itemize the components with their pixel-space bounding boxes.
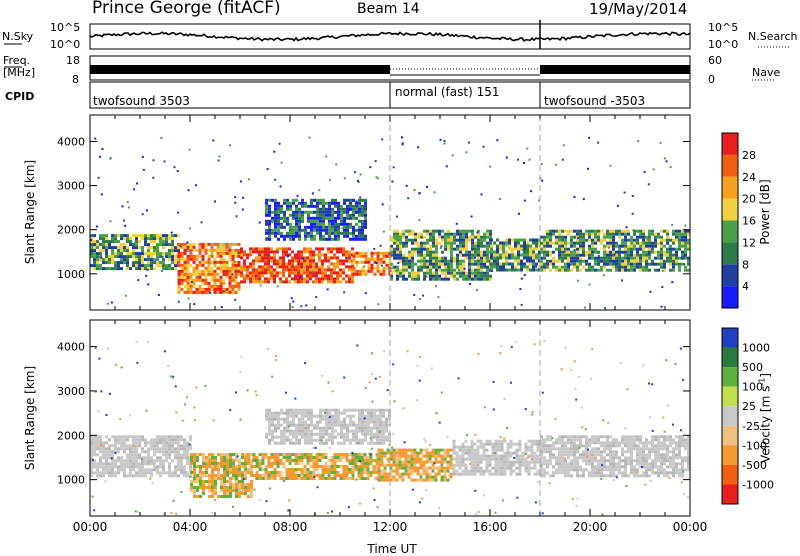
nave-label: Nave (752, 67, 780, 78)
power-colorbar-bin-8 (722, 133, 738, 155)
power-colorbar-bin-3 (722, 242, 738, 264)
power-panel (90, 115, 738, 310)
power-colorbar-bin-2 (722, 264, 738, 286)
freq-band-segment-1 (90, 65, 390, 74)
velocity-ytick-label-1000: 1000 (57, 474, 85, 487)
x-tick-label-2: 04:00 (173, 520, 208, 534)
nsearch-label: N.Search (748, 31, 798, 42)
date-title: 19/May/2014 (589, 2, 687, 17)
noise-tick-right-high: 10^5 (708, 22, 738, 33)
power-ytick-label-1000: 1000 (57, 268, 85, 281)
velocity-colorbar-label: Velocity [m s-1] (759, 373, 772, 463)
power-ytick-label-4000: 4000 (57, 135, 85, 148)
power-colorbar-tick-24: 24 (742, 171, 756, 184)
x-tick-label-6: 20:00 (573, 520, 608, 534)
cpid-segment-3: twofsound -3503 (544, 95, 645, 107)
beam-title: Beam 14 (357, 2, 420, 16)
velocity-panel-ylabel: Slant Range [km] (24, 366, 36, 470)
velocity-colorbar-bin-4 (722, 387, 738, 407)
noise-tick-left-low: 10^0 (50, 39, 80, 50)
freq-unit: [MHz] (3, 67, 35, 78)
velocity-colorbar-bin-7 (722, 445, 738, 465)
power-colorbar-tick-4: 4 (742, 280, 749, 293)
power-colorbar-tick-8: 8 (742, 258, 749, 271)
nave-tick-high: 60 (708, 55, 722, 66)
power-colorbar-bin-6 (722, 177, 738, 199)
power-colorbar-label: Power [dB] (759, 179, 771, 244)
cpid-segment-1: twofsound 3503 (93, 95, 190, 107)
velocity-colorbar-tick-4: 25 (742, 400, 756, 413)
velocity-ytick-label-4000: 4000 (57, 341, 85, 354)
x-tick-label-5: 16:00 (473, 520, 508, 534)
power-colorbar-bin-5 (722, 199, 738, 221)
freq-tick-high: 18 (66, 55, 80, 66)
power-colorbar-tick-12: 12 (742, 236, 756, 249)
power-ytick-label-3000: 3000 (57, 180, 85, 193)
velocity-colorbar-bin-3 (722, 367, 738, 387)
station-title: Prince George (fitACF) (92, 0, 281, 17)
velocity-colorbar-bin-1 (722, 328, 738, 348)
velocity-colorbar (722, 328, 738, 504)
freq-label: Freq. (3, 55, 30, 66)
power-colorbar-bin-4 (722, 221, 738, 243)
velocity-ytick-label-3000: 3000 (57, 385, 85, 398)
cpid-segment-2: normal (fast) 151 (395, 86, 499, 98)
noise-tick-left-high: 10^5 (50, 22, 80, 33)
x-tick-label-7: 00:00 (673, 520, 708, 534)
nsky-label: N.Sky (2, 31, 33, 42)
velocity-colorbar-tick-1: 1000 (742, 342, 770, 355)
nave-tick-low: 0 (708, 74, 715, 85)
power-band-2 (178, 243, 241, 294)
freq-band-segment-3 (540, 65, 690, 74)
velocity-colorbar-tick-5: -25 (742, 420, 760, 433)
velocity-band-1 (90, 435, 192, 477)
power-colorbar-tick-28: 28 (742, 149, 756, 162)
velocity-band-4 (265, 409, 391, 445)
cpid-label: CPID (5, 91, 34, 102)
velocity-colorbar-bin-6 (722, 426, 738, 446)
x-tick-label-4: 12:00 (373, 520, 408, 534)
freq-tick-low: 8 (72, 74, 79, 85)
power-colorbar (722, 133, 738, 308)
velocity-colorbar-bin-9 (722, 484, 738, 504)
velocity-band-3 (253, 453, 379, 480)
x-tick-label-1: 00:00 (73, 520, 108, 534)
velocity-panel (90, 320, 738, 516)
power-colorbar-bin-1 (722, 286, 738, 308)
noise-sky-trace (90, 32, 690, 41)
velocity-colorbar-bin-5 (722, 406, 738, 426)
velocity-colorbar-bin-8 (722, 465, 738, 485)
power-panel-ylabel: Slant Range [km] (24, 160, 36, 264)
x-axis-label: Time UT (367, 543, 416, 555)
velocity-colorbar-tick-8: -1000 (742, 478, 774, 491)
velocity-colorbar-bin-2 (722, 348, 738, 368)
velocity-ytick-label-2000: 2000 (57, 429, 85, 442)
noise-row-frame (90, 24, 690, 49)
power-colorbar-bin-7 (722, 155, 738, 177)
power-ytick-label-2000: 2000 (57, 224, 85, 237)
power-colorbar-tick-16: 16 (742, 215, 756, 228)
noise-tick-right-low: 10^0 (708, 39, 738, 50)
power-band-4 (265, 199, 367, 241)
power-colorbar-tick-20: 20 (742, 193, 756, 206)
x-tick-label-3: 08:00 (273, 520, 308, 534)
